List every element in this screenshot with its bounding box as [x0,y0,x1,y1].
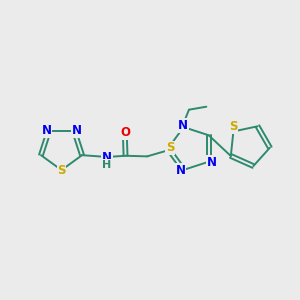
Text: S: S [57,164,66,177]
Text: N: N [178,119,188,132]
Text: N: N [41,124,51,137]
Text: S: S [166,142,174,154]
Text: H: H [102,160,112,170]
Text: N: N [176,164,185,177]
Text: S: S [229,120,238,134]
Text: O: O [120,126,130,139]
Text: N: N [207,156,217,169]
Text: N: N [72,124,82,137]
Text: N: N [102,151,112,164]
